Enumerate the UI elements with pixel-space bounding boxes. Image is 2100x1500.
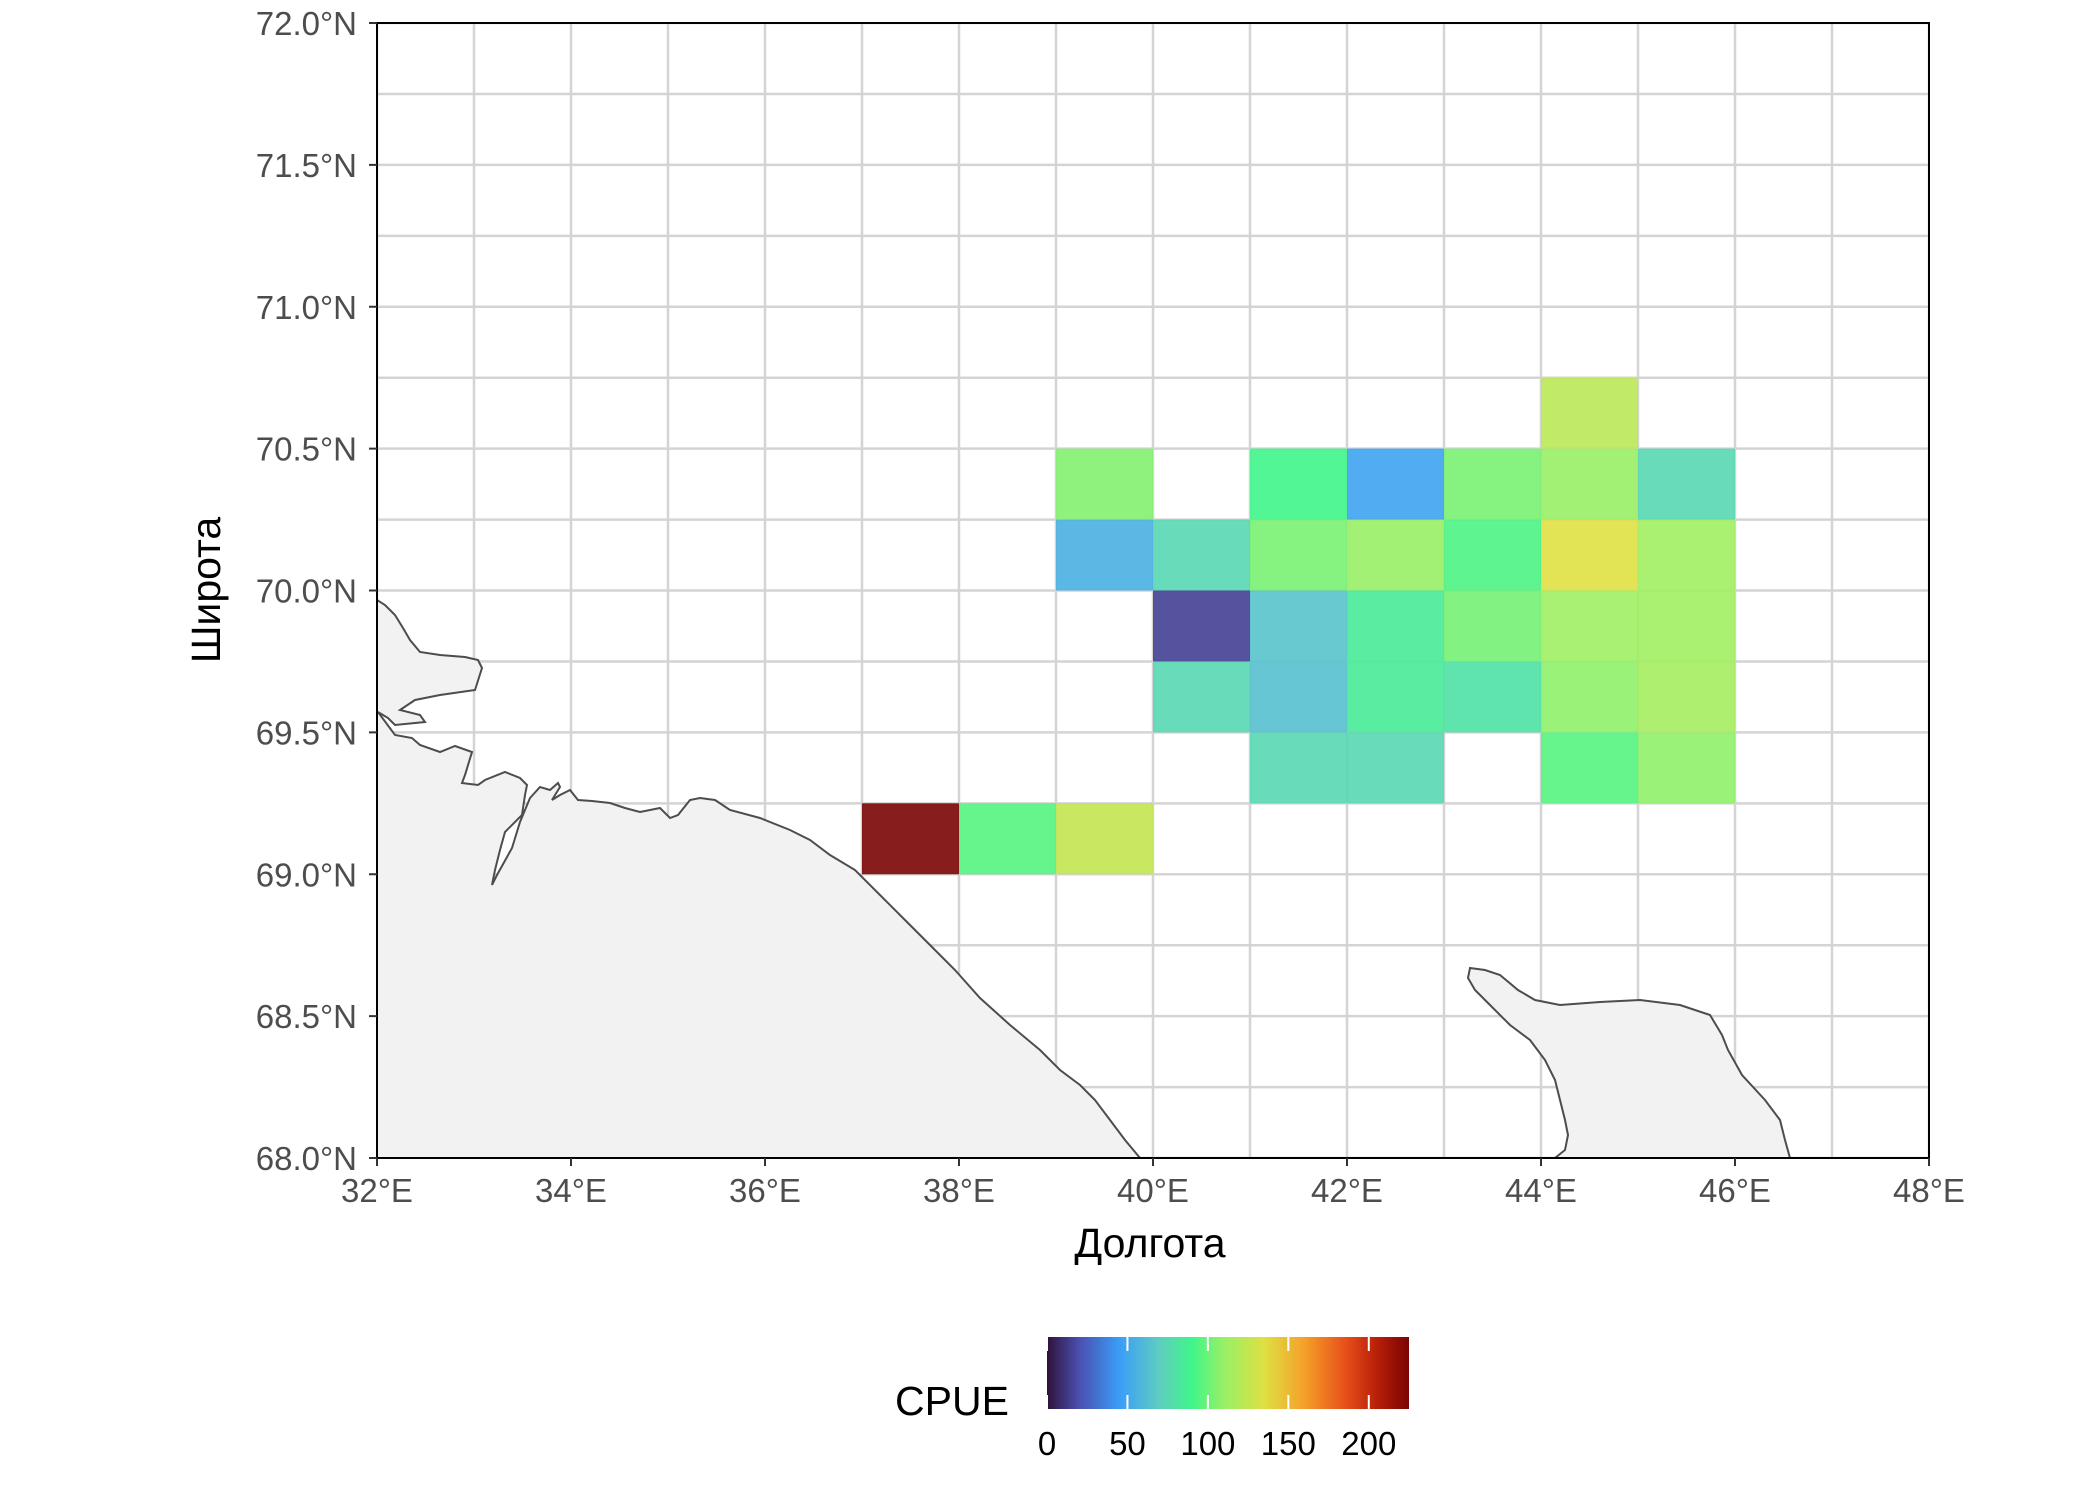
y-tick-label: 68.5°N [256,998,357,1035]
cpue-cell [1444,519,1541,591]
colorbar-tick-label: 100 [1180,1425,1235,1462]
cpue-cell [1541,377,1638,449]
cpue-cell [1347,519,1444,591]
cpue-cell [1056,448,1153,520]
x-tick-label: 46°E [1699,1172,1771,1209]
y-tick-label: 69.5°N [256,714,357,751]
y-axis-ticks: 68.0°N 68.5°N 69.0°N 69.5°N 70.0°N 70.5°N 71.0… [256,5,377,1177]
cpue-cell [1444,448,1541,520]
cpue-cell [1153,590,1250,662]
colorbar-tick-label: 50 [1109,1425,1146,1462]
colorbar-tick-label: 150 [1261,1425,1316,1462]
colorbar-legend: CPUE 0 50 100 150 200 [895,1337,1409,1462]
x-tick-label: 36°E [729,1172,801,1209]
cpue-cells [862,377,1735,875]
y-tick-label: 70.0°N [256,573,357,610]
cpue-cell [1056,803,1153,875]
cpue-cell [1347,732,1444,804]
cpue-cell [1541,519,1638,591]
cpue-cell [1541,732,1638,804]
cpue-cell [1347,590,1444,662]
kanin-peninsula-land [1466,966,1792,1158]
cpue-cell [1250,448,1347,520]
kola-coast-land [377,598,1142,1158]
cpue-cell [1250,732,1347,804]
x-axis-ticks: 32°E 34°E 36°E 38°E 40°E 42°E 44°E 46°E 48°E [341,1158,1965,1209]
cpue-cell [1250,519,1347,591]
cpue-cell [1541,448,1638,520]
x-tick-label: 44°E [1505,1172,1577,1209]
cpue-cell [1250,661,1347,733]
cpue-cell [1153,661,1250,733]
colorbar-title: CPUE [895,1378,1009,1424]
x-tick-label: 34°E [535,1172,607,1209]
colorbar-tick-label: 0 [1038,1425,1056,1462]
map-panel [377,23,1929,1158]
colorbar-ticks: 0 50 100 150 200 [1038,1337,1396,1462]
y-tick-label: 71.5°N [256,147,357,184]
y-tick-label: 70.5°N [256,431,357,468]
colorbar-tick-label: 200 [1341,1425,1396,1462]
cpue-cell [1638,732,1735,804]
cpue-cell [862,803,959,875]
cpue-cell [1541,661,1638,733]
cpue-cell [1638,590,1735,662]
x-tick-label: 42°E [1311,1172,1383,1209]
x-tick-label: 32°E [341,1172,413,1209]
cpue-cell [1347,448,1444,520]
cpue-cell [1056,519,1153,591]
y-tick-label: 72.0°N [256,5,357,42]
cpue-cell [1638,448,1735,520]
cpue-cell [1638,519,1735,591]
y-axis-title: Широта [183,517,229,664]
colorbar-gradient [1047,1337,1409,1409]
y-tick-label: 69.0°N [256,856,357,893]
cpue-cell [1250,590,1347,662]
x-axis-title: Долгота [1074,1220,1225,1266]
y-tick-label: 71.0°N [256,289,357,326]
cpue-cell [1153,519,1250,591]
x-tick-label: 48°E [1893,1172,1965,1209]
cpue-cell [1638,661,1735,733]
cpue-cell [1444,590,1541,662]
cpue-cell [959,803,1056,875]
y-tick-label: 68.0°N [256,1140,357,1177]
land-layer [377,598,1792,1158]
cpue-cell [1541,590,1638,662]
cpue-cell [1347,661,1444,733]
x-tick-label: 38°E [923,1172,995,1209]
x-tick-label: 40°E [1117,1172,1189,1209]
cpue-cell [1444,661,1541,733]
